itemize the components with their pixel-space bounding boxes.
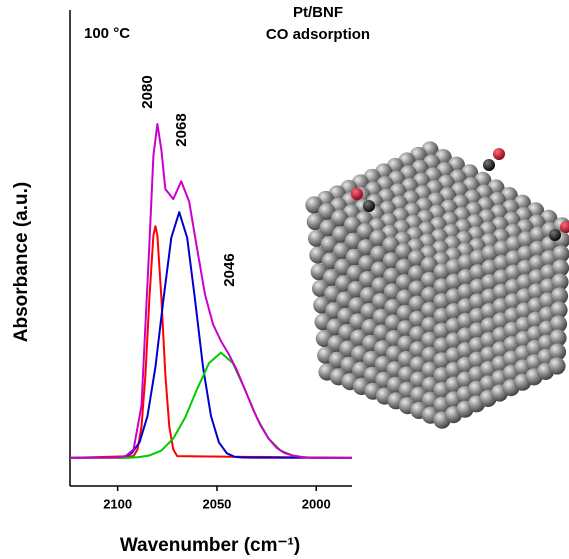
spectrum-line	[70, 124, 352, 458]
carbon-atom	[363, 200, 375, 212]
spectrum-line	[70, 212, 352, 458]
spectrum-line	[70, 353, 352, 458]
chart-title: Pt/BNF	[293, 4, 343, 21]
carbon-atom	[549, 229, 561, 241]
peak-label: 2080	[139, 75, 156, 108]
y-axis-label: Absorbance (a.u.)	[11, 182, 32, 342]
temperature-label: 100 °C	[84, 25, 130, 42]
chart: 2100 2050 2000 100 °C Pt/BNF CO adsorption…	[0, 0, 569, 559]
atom	[548, 357, 565, 374]
plot: 2100 2050 2000	[70, 10, 352, 511]
x-tick-label: 2050	[202, 496, 231, 511]
oxygen-atom	[493, 148, 505, 160]
peak-label: 2046	[221, 253, 238, 286]
nanoparticle-illustration	[305, 141, 569, 428]
spectrum-line	[70, 226, 352, 458]
x-tick-label: 2100	[103, 496, 132, 511]
chart-subtitle: CO adsorption	[266, 26, 370, 43]
x-axis-label: Wavenumber (cm⁻¹)	[120, 535, 300, 556]
x-tick-label: 2000	[302, 496, 331, 511]
carbon-atom	[483, 159, 495, 171]
oxygen-atom	[351, 188, 363, 200]
peak-label: 2068	[173, 113, 190, 146]
